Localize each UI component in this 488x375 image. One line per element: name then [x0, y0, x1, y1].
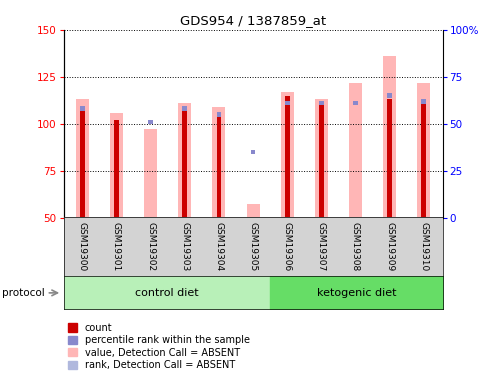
Bar [416, 82, 429, 218]
Title: GDS954 / 1387859_at: GDS954 / 1387859_at [180, 15, 325, 27]
Bar [284, 101, 289, 105]
Bar [421, 99, 425, 104]
Bar [280, 92, 293, 218]
Bar [182, 111, 187, 218]
Bar [421, 103, 425, 218]
Bar [352, 101, 357, 105]
Bar [318, 105, 323, 218]
Bar [212, 107, 225, 218]
Bar [110, 112, 122, 218]
Bar [114, 120, 119, 218]
Bar [148, 120, 153, 124]
Bar [80, 106, 84, 111]
Bar [314, 99, 327, 218]
Text: protocol: protocol [2, 288, 45, 298]
Bar [76, 99, 89, 218]
Bar [318, 101, 323, 105]
Text: GSM19302: GSM19302 [146, 222, 155, 271]
Bar [216, 112, 221, 117]
Text: control diet: control diet [135, 288, 198, 298]
Text: GSM19308: GSM19308 [350, 222, 359, 272]
Text: GSM19301: GSM19301 [112, 222, 121, 272]
Bar [284, 96, 289, 218]
Bar [383, 56, 395, 217]
Text: GSM19306: GSM19306 [282, 222, 291, 272]
Text: GSM19307: GSM19307 [316, 222, 325, 272]
Legend: count, percentile rank within the sample, value, Detection Call = ABSENT, rank, : count, percentile rank within the sample… [68, 323, 249, 370]
Bar [386, 99, 391, 218]
Text: GSM19304: GSM19304 [214, 222, 223, 271]
Bar [386, 93, 391, 98]
Bar [246, 204, 259, 218]
Bar [144, 129, 157, 218]
Bar [348, 82, 361, 218]
Text: GSM19305: GSM19305 [248, 222, 257, 272]
Text: GSM19310: GSM19310 [418, 222, 427, 272]
Text: ketogenic diet: ketogenic diet [316, 288, 395, 298]
Text: GSM19303: GSM19303 [180, 222, 189, 272]
Bar [178, 103, 191, 218]
Bar [250, 150, 255, 154]
Text: GSM19300: GSM19300 [78, 222, 87, 272]
Bar [216, 116, 221, 218]
Bar [80, 111, 84, 218]
Text: GSM19309: GSM19309 [385, 222, 393, 272]
Bar [182, 106, 187, 111]
